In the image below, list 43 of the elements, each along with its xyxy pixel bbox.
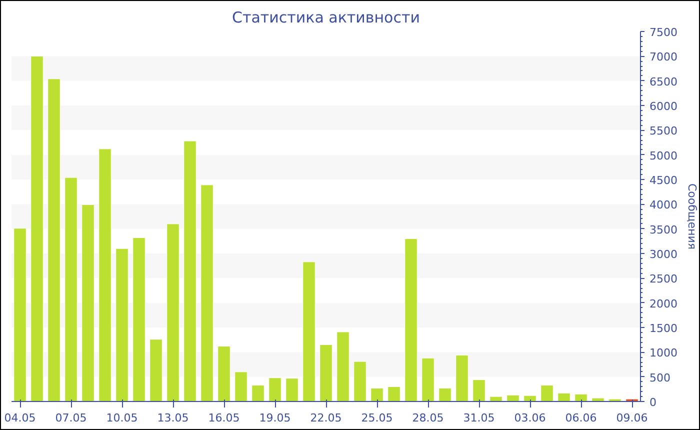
y-tick-label: 3500	[650, 223, 678, 236]
y-tick-label: 4000	[650, 198, 678, 212]
x-tick-label: 31.05	[463, 412, 495, 424]
y-tick-label: 1000	[650, 346, 678, 360]
x-tick-label: 13.05	[157, 412, 189, 424]
bar	[608, 398, 622, 402]
x-tick-label: 19.05	[259, 412, 291, 424]
y-tick-label: 4500	[650, 174, 678, 187]
x-tick-label: 07.05	[55, 412, 87, 424]
y-tick-label: 1500	[650, 322, 678, 335]
y-tick-label: 3000	[650, 248, 678, 261]
bar	[540, 384, 554, 402]
y-tick-label: 5500	[650, 124, 678, 138]
y-tick-label: 7500	[650, 26, 678, 39]
x-tick-label: 06.06	[565, 412, 597, 424]
bar	[592, 398, 604, 402]
bar	[574, 394, 588, 402]
y-tick-label: 2000	[650, 297, 678, 310]
y-tick-label: 5000	[650, 149, 678, 162]
bar	[472, 380, 486, 402]
bar	[506, 394, 520, 402]
x-tick-label: 09.06	[616, 412, 648, 424]
x-tick-label: 03.06	[514, 412, 546, 424]
y-tick-label: 6500	[650, 75, 678, 88]
x-tick-label: 16.05	[208, 412, 240, 424]
y-tick-label: 0	[650, 396, 656, 409]
x-tick-label: 04.05	[4, 412, 36, 424]
x-tick-label: 22.05	[310, 412, 342, 424]
x-tick-label: 10.05	[106, 412, 138, 424]
bar	[490, 396, 502, 402]
y-tick-label: 6000	[650, 100, 678, 113]
y-tick-label: 7000	[650, 50, 678, 64]
y-tick-label: 2500	[650, 272, 678, 286]
x-tick-label: 28.05	[412, 412, 444, 424]
bar	[252, 384, 264, 402]
bar	[388, 386, 400, 402]
y-axis-title: Сообщения	[685, 183, 698, 250]
bar	[370, 388, 384, 402]
bar	[558, 392, 570, 402]
bar	[438, 388, 452, 402]
y-tick-label: 500	[650, 371, 670, 384]
chart-title: Статистика активности	[232, 8, 420, 26]
x-tick-label: 25.05	[361, 412, 393, 424]
